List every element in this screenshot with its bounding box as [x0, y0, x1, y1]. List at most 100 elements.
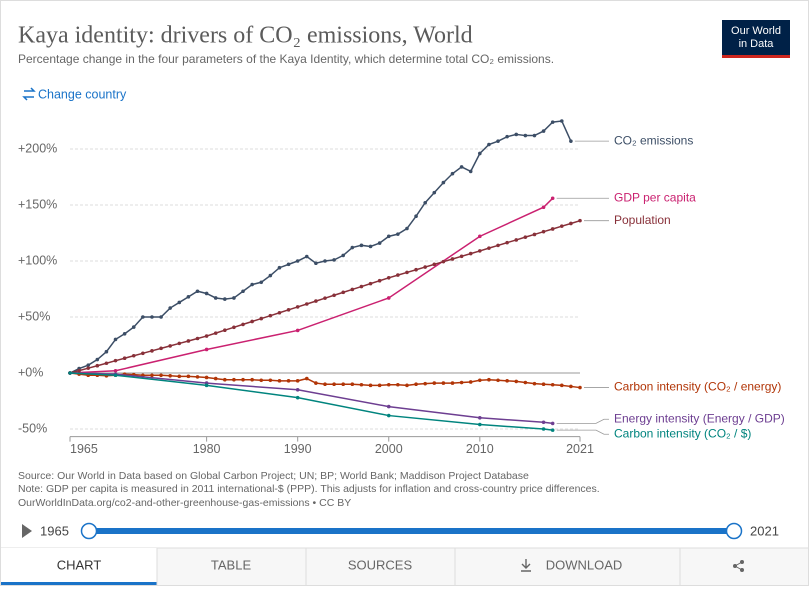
tab[interactable]: CHART [57, 557, 102, 572]
data-point [213, 376, 218, 381]
data-point [332, 258, 336, 262]
data-point [141, 315, 145, 319]
data-point [541, 427, 546, 431]
data-point [550, 421, 555, 426]
data-point [523, 380, 528, 385]
data-point [550, 428, 555, 432]
data-point [150, 373, 154, 378]
data-point [95, 357, 100, 362]
data-point [559, 224, 564, 228]
data-point [350, 245, 355, 250]
data-point [295, 305, 300, 309]
data-point [204, 334, 209, 338]
x-tick-label: 2010 [466, 442, 494, 456]
tab[interactable]: SOURCES [348, 557, 413, 572]
data-point [487, 246, 491, 250]
data-point [496, 243, 500, 248]
data-point [350, 287, 355, 292]
series-line [69, 372, 553, 425]
data-point [304, 254, 309, 259]
data-point [386, 296, 391, 300]
share-icon[interactable] [733, 560, 744, 572]
data-point [141, 351, 145, 356]
data-point [532, 381, 537, 386]
x-tick-label: 1990 [284, 442, 312, 456]
series-label: Carbon intensity (CO₂ / $) [614, 426, 751, 440]
timeline-handle[interactable] [80, 522, 98, 540]
data-point [541, 229, 546, 234]
data-point [259, 378, 264, 383]
data-point [541, 129, 546, 133]
y-tick-label: -50% [18, 421, 47, 435]
data-point [241, 289, 245, 294]
data-point [487, 142, 491, 147]
x-tick-label: 1980 [193, 442, 221, 456]
change-country-link[interactable]: Change country [38, 87, 127, 101]
data-point [341, 290, 346, 295]
y-tick-label: +0% [18, 365, 43, 379]
label-connector [556, 418, 609, 424]
data-point [459, 380, 464, 385]
data-point [423, 381, 427, 386]
data-point [468, 169, 473, 174]
data-point [86, 366, 91, 370]
data-point [168, 306, 172, 310]
data-point [505, 240, 509, 245]
data-point [268, 378, 273, 383]
data-point [450, 381, 455, 385]
data-point [541, 382, 546, 387]
timeline: 1965 2021 [22, 522, 779, 540]
data-point [177, 300, 182, 305]
data-point [396, 382, 400, 387]
data-point [541, 420, 546, 425]
data-point [578, 218, 582, 223]
data-point [232, 377, 236, 382]
plot: -50% +0% +50% +100% +150% +200% 1965 1980 1990 20… [18, 119, 785, 456]
data-point [113, 368, 118, 373]
data-point [250, 282, 254, 287]
data-point [396, 232, 400, 236]
data-point [104, 361, 109, 366]
data-point [514, 238, 519, 242]
data-point [341, 253, 346, 258]
data-point [77, 368, 81, 373]
data-point [150, 349, 154, 353]
tab[interactable]: DOWNLOAD [546, 557, 623, 572]
timeline-track[interactable] [89, 528, 734, 534]
data-point [250, 319, 254, 324]
change-country[interactable]: Change country [22, 87, 127, 101]
logo[interactable]: Our World in Data [722, 20, 790, 58]
data-point [113, 337, 118, 342]
data-point [541, 205, 546, 210]
data-point [569, 139, 573, 143]
data-point [223, 377, 227, 382]
data-point [441, 259, 446, 264]
tab-active[interactable] [1, 548, 157, 585]
data-point [277, 265, 282, 270]
data-point [332, 382, 336, 387]
tab[interactable]: TABLE [211, 557, 252, 572]
play-button[interactable] [22, 524, 32, 538]
data-point [186, 295, 191, 299]
data-point [223, 328, 227, 333]
data-point [405, 226, 409, 231]
logo-text: Our World [731, 25, 781, 37]
data-point [232, 325, 236, 330]
data-point [386, 234, 391, 239]
data-point [532, 133, 537, 138]
url[interactable]: OurWorldInData.org/co2-and-other-greenho… [18, 497, 351, 509]
data-point [496, 378, 500, 383]
y-tick-label: +50% [18, 309, 50, 323]
data-point [241, 377, 245, 382]
data-point [496, 139, 500, 143]
data-point [478, 416, 482, 420]
data-point [68, 371, 72, 375]
logo-box[interactable] [722, 20, 790, 58]
data-point [368, 281, 373, 286]
data-point [159, 346, 163, 351]
series-line [69, 197, 554, 374]
logo-bar [722, 55, 790, 58]
chart-title: Kaya identity: drivers of CO₂ emissions,… [18, 23, 473, 49]
timeline-handle[interactable] [725, 522, 743, 540]
